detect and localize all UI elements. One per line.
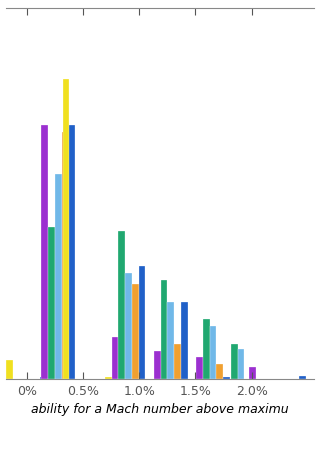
X-axis label: ability for a Mach number above maximu: ability for a Mach number above maximu [31,401,289,414]
Bar [181,302,188,380]
Bar [223,377,230,380]
Bar [125,274,132,380]
Bar [250,367,256,380]
Bar [161,281,167,380]
Bar [139,267,145,380]
Bar [41,125,48,380]
Bar [55,175,61,380]
Bar [231,344,238,380]
Bar [112,338,118,380]
Bar [105,377,112,380]
Bar [63,80,69,380]
Bar [238,350,244,380]
Bar [40,377,47,380]
Bar [68,125,75,380]
Bar [210,327,216,380]
Bar [216,364,223,380]
Bar [299,376,306,380]
Bar [132,284,139,380]
Bar [48,228,55,380]
Bar [61,133,68,380]
Bar [174,344,181,380]
Bar [167,302,174,380]
Bar [203,319,210,380]
Bar [6,360,13,380]
Bar [154,351,161,380]
Bar [196,357,203,380]
Bar [118,232,125,380]
